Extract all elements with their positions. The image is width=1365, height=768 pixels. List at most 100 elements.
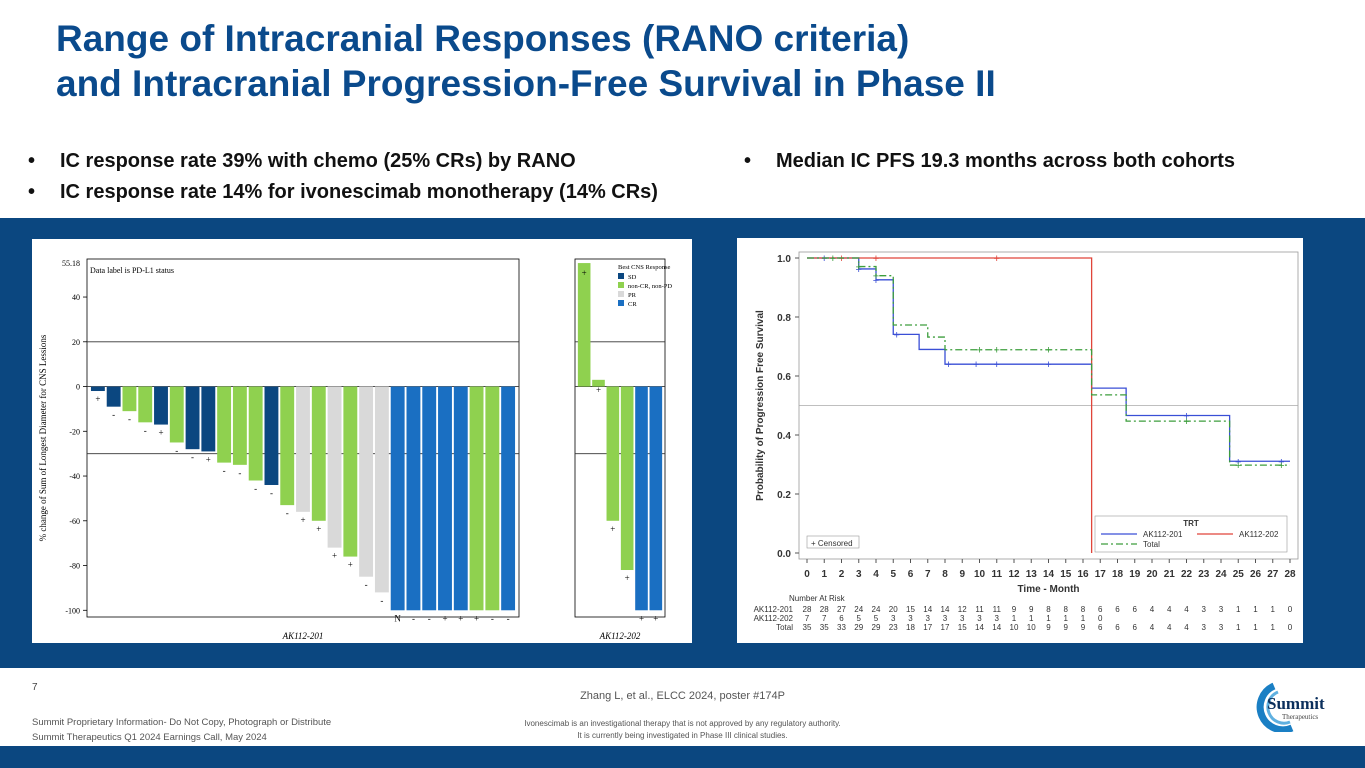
km-legend-label: Total bbox=[1143, 540, 1160, 549]
km-x-tick-label: 21 bbox=[1164, 569, 1176, 580]
km-at-risk-value: 9 bbox=[1012, 605, 1017, 614]
km-survival-curve bbox=[807, 257, 1290, 466]
waterfall-y-tick-label: -40 bbox=[69, 472, 80, 481]
km-x-tick-label: 18 bbox=[1112, 569, 1124, 580]
km-x-tick-label: 2 bbox=[839, 569, 845, 580]
km-at-risk-value: 6 bbox=[839, 614, 844, 623]
km-at-risk-value: 14 bbox=[992, 623, 1001, 632]
summit-logo: Summit Therapeutics bbox=[1252, 682, 1342, 734]
km-at-risk-value: 7 bbox=[805, 614, 810, 623]
km-y-tick-label: 1.0 bbox=[777, 254, 791, 265]
km-at-risk-row-label: AK112-202 bbox=[754, 614, 794, 623]
km-at-risk-value: 3 bbox=[926, 614, 931, 623]
km-survival-curve bbox=[807, 257, 1290, 462]
km-at-risk-value: 24 bbox=[854, 605, 863, 614]
waterfall-bar-label: - bbox=[412, 613, 415, 623]
km-x-tick-label: 8 bbox=[942, 569, 948, 580]
title-line-2: and Intracranial Progression-Free Surviv… bbox=[56, 63, 996, 104]
km-legend-label: AK112-202 bbox=[1239, 530, 1279, 539]
km-at-risk-value: 3 bbox=[1202, 623, 1207, 632]
km-x-tick-label: 13 bbox=[1026, 569, 1038, 580]
km-censor-mark: + bbox=[838, 253, 844, 265]
km-censored-label: + Censored bbox=[811, 539, 853, 548]
km-at-risk-value: 18 bbox=[906, 623, 915, 632]
waterfall-bar-label: - bbox=[270, 488, 273, 498]
km-censor-mark: + bbox=[994, 253, 1000, 265]
waterfall-bar-label: - bbox=[175, 445, 178, 455]
km-y-tick-label: 0.6 bbox=[777, 372, 791, 383]
km-x-tick-label: 0 bbox=[804, 569, 810, 580]
waterfall-bar-label: + bbox=[582, 268, 587, 278]
km-at-risk-value: 14 bbox=[941, 605, 950, 614]
km-at-risk-value: 1 bbox=[1271, 623, 1276, 632]
km-at-risk-value: 1 bbox=[1253, 623, 1258, 632]
km-x-tick-label: 24 bbox=[1215, 569, 1227, 580]
km-at-risk-value: 4 bbox=[1184, 623, 1189, 632]
km-x-tick-label: 23 bbox=[1198, 569, 1210, 580]
km-at-risk-value: 9 bbox=[1029, 605, 1034, 614]
waterfall-legend-label: non-CR, non-PD bbox=[628, 283, 672, 290]
waterfall-bar-label: + bbox=[348, 560, 353, 570]
km-censor-mark: + bbox=[994, 345, 1000, 357]
waterfall-y-tick-label: -100 bbox=[65, 606, 80, 615]
km-x-tick-label: 7 bbox=[925, 569, 931, 580]
bullet-item: • IC response rate 39% with chemo (25% CR… bbox=[28, 146, 658, 177]
km-x-tick-label: 1 bbox=[821, 569, 827, 580]
waterfall-chart: % change of Sum of Longest Diameter for … bbox=[32, 239, 692, 643]
waterfall-y-max-label: 55.18 bbox=[62, 259, 80, 268]
km-at-risk-value: 17 bbox=[941, 623, 950, 632]
waterfall-bar-label: + bbox=[316, 524, 321, 534]
km-x-tick-label: 25 bbox=[1233, 569, 1245, 580]
waterfall-bar-label: - bbox=[380, 595, 383, 605]
km-censor-mark: + bbox=[973, 359, 979, 371]
km-at-risk-value: 3 bbox=[960, 614, 965, 623]
waterfall-bar bbox=[327, 386, 342, 548]
waterfall-bar-label: N bbox=[394, 613, 401, 623]
km-chart: 0.0 0.2 0.4 0.6 0.8 1.0 Probability of Progres… bbox=[737, 238, 1303, 643]
disclaimer-line-1: Ivonescimab is an investigational therap… bbox=[524, 719, 841, 728]
slide-title: Range of Intracranial Responses (RANO cr… bbox=[56, 16, 1306, 106]
km-at-risk-value: 6 bbox=[1115, 623, 1120, 632]
waterfall-y-tick-label: 40 bbox=[72, 293, 80, 302]
km-at-risk-value: 35 bbox=[820, 623, 829, 632]
waterfall-bar bbox=[122, 386, 137, 412]
waterfall-legend-label: SD bbox=[628, 274, 637, 281]
km-x-tick-label: 5 bbox=[890, 569, 896, 580]
km-censor-mark: + bbox=[1278, 460, 1284, 472]
km-at-risk-value: 1 bbox=[1064, 614, 1069, 623]
km-at-risk-value: 10 bbox=[1027, 623, 1036, 632]
waterfall-bar bbox=[453, 386, 468, 611]
km-at-risk-value: 1 bbox=[1253, 605, 1258, 614]
waterfall-y-tick-label: -80 bbox=[69, 562, 80, 571]
km-censor-mark: + bbox=[1045, 359, 1051, 371]
bullet-text: IC response rate 39% with chemo (25% CRs… bbox=[60, 150, 576, 172]
km-at-risk-value: 11 bbox=[993, 605, 1002, 614]
km-at-risk-value: 0 bbox=[1288, 623, 1293, 632]
km-legend-label: AK112-201 bbox=[1143, 530, 1183, 539]
km-censor-mark: + bbox=[1183, 411, 1189, 423]
km-x-tick-label: 15 bbox=[1060, 569, 1072, 580]
waterfall-panel-label: AK112-201 bbox=[282, 631, 324, 641]
waterfall-panel-frame bbox=[574, 258, 666, 618]
km-y-tick-label: 0.8 bbox=[777, 313, 791, 324]
km-at-risk-value: 1 bbox=[1236, 623, 1241, 632]
km-at-risk-value: 3 bbox=[943, 614, 948, 623]
km-at-risk-value: 6 bbox=[1098, 605, 1103, 614]
km-at-risk-value: 1 bbox=[1012, 614, 1017, 623]
km-at-risk-value: 11 bbox=[975, 605, 984, 614]
km-at-risk-value: 5 bbox=[874, 614, 879, 623]
title-line-1: Range of Intracranial Responses (RANO cr… bbox=[56, 18, 910, 59]
waterfall-bar-label: - bbox=[507, 613, 510, 623]
km-x-tick-label: 26 bbox=[1250, 569, 1262, 580]
waterfall-panel-frame bbox=[86, 258, 520, 618]
km-censor-mark: + bbox=[856, 262, 862, 274]
waterfall-bar-label: + bbox=[206, 454, 211, 464]
km-at-risk-value: 3 bbox=[891, 614, 896, 623]
km-x-axis-label: Time - Month bbox=[1017, 584, 1079, 595]
km-x-tick-label: 19 bbox=[1129, 569, 1141, 580]
waterfall-bar bbox=[201, 386, 216, 452]
waterfall-bar bbox=[154, 386, 168, 425]
bullet-glyph: • bbox=[28, 150, 36, 172]
bullet-list-left: • IC response rate 39% with chemo (25% CR… bbox=[28, 146, 658, 208]
km-censor-mark: + bbox=[994, 359, 1000, 371]
